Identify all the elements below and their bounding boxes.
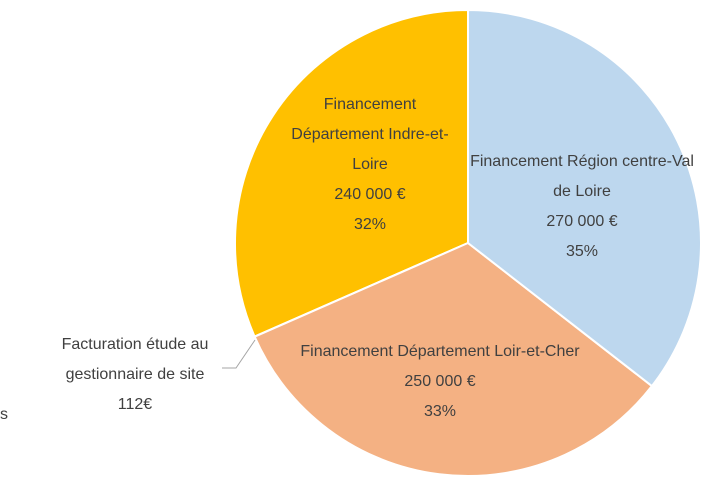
leader-line: [222, 339, 256, 369]
value-label: 112€: [117, 396, 153, 413]
annotation: s: [0, 406, 8, 423]
value-label: 250 000 €: [404, 373, 476, 390]
category-label: Financement Région centre-Val de Loire: [470, 153, 694, 200]
percent-label: 35%: [565, 243, 599, 260]
value-label: 270 000 €: [546, 213, 618, 230]
category-label: Financement Département Loir-et-Cher: [300, 343, 580, 360]
slice-label: Financement Département Loir-et-Cher 250 …: [295, 337, 585, 427]
percent-label: 33%: [423, 403, 457, 420]
pie-slice: [253, 241, 654, 477]
category-label: Financement Département Indre-et-Loire: [291, 96, 449, 173]
pie-slice: [234, 8, 469, 338]
value-label: 240 000 €: [334, 186, 406, 203]
slice-label: Financement Département Indre-et-Loire 24…: [290, 90, 450, 240]
category-label: Facturation étude au gestionnaire de sit…: [61, 336, 209, 383]
pie-slice: [467, 8, 702, 388]
slice-label: Financement Région centre-Val de Loire 27…: [467, 147, 697, 267]
percent-label: 32%: [353, 216, 387, 233]
slice-label: Facturation étude au gestionnaire de sit…: [30, 330, 240, 420]
